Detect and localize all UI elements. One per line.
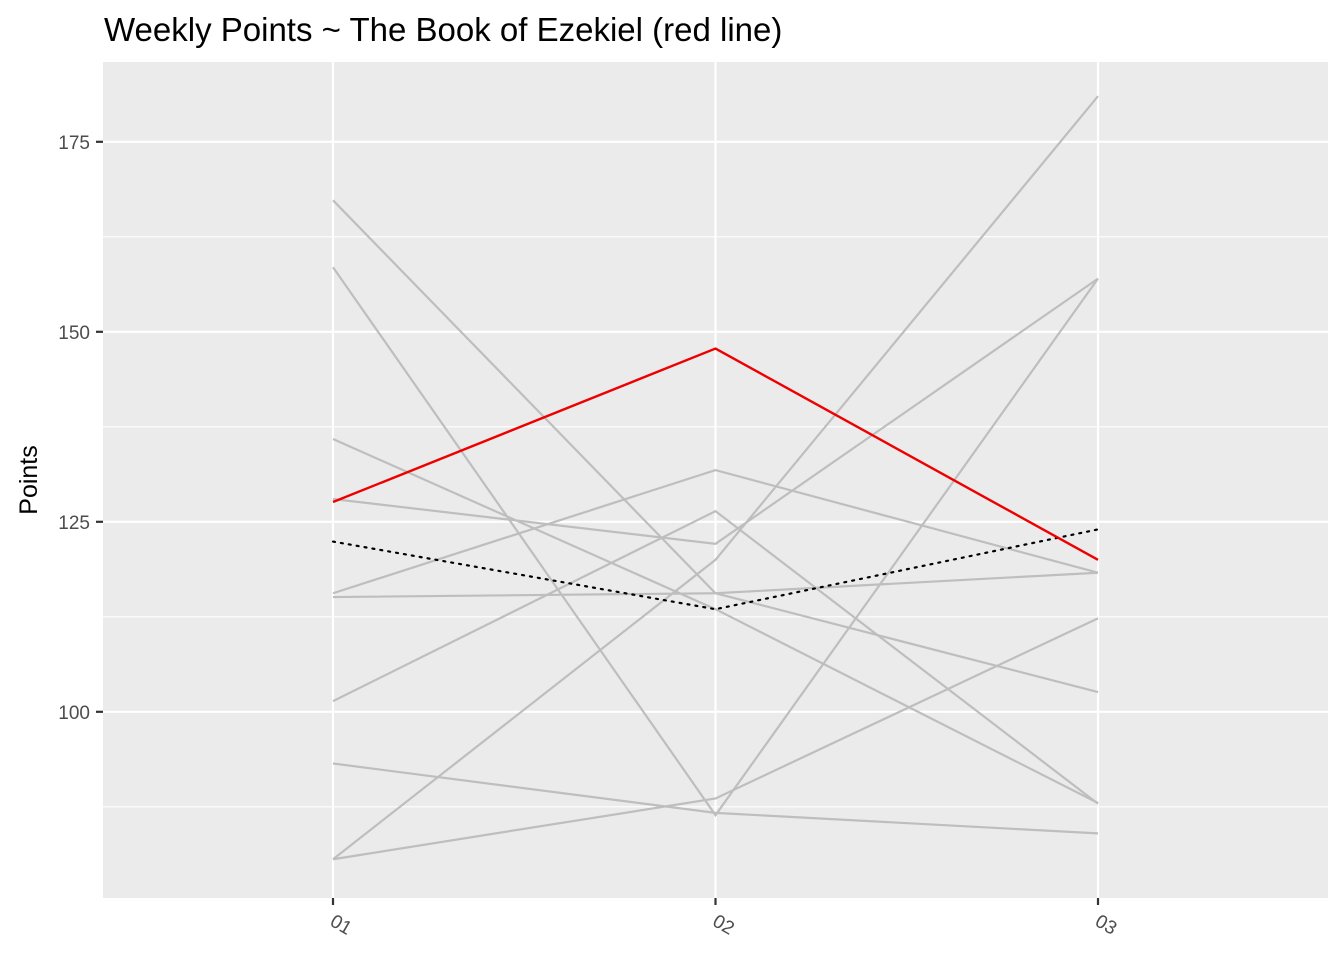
y-tick-label: 125 [58, 513, 90, 534]
other-series-line-3 [332, 437, 1099, 804]
x-axis: 01 02 03 [326, 898, 1120, 940]
y-tick-label: 175 [58, 133, 90, 154]
y-tick-label: 150 [58, 323, 90, 344]
y-tick-label: 100 [58, 703, 90, 724]
y-axis-label: Points [15, 445, 43, 514]
other-series-line-5 [332, 571, 1099, 599]
x-tick-label: 01 [326, 911, 355, 940]
chart-title: Weekly Points ~ The Book of Ezekiel (red… [104, 11, 782, 48]
other-series-line-9 [332, 617, 1099, 861]
other-series-line-6 [332, 468, 1099, 595]
other-series-lines [332, 95, 1099, 861]
average-series-line [331, 528, 1100, 611]
highlight-series-line [332, 347, 1099, 561]
other-series-line-7 [332, 509, 1099, 805]
average-series-line [331, 528, 1100, 611]
highlight-series-line [332, 347, 1099, 561]
other-series-line-10 [332, 95, 1099, 861]
other-series-line-4 [332, 277, 1099, 545]
other-series-line-8 [332, 762, 1099, 835]
x-tick-label: 03 [1091, 911, 1120, 940]
y-axis: 100 125 150 175 [58, 133, 103, 724]
x-tick-label: 02 [709, 911, 738, 940]
